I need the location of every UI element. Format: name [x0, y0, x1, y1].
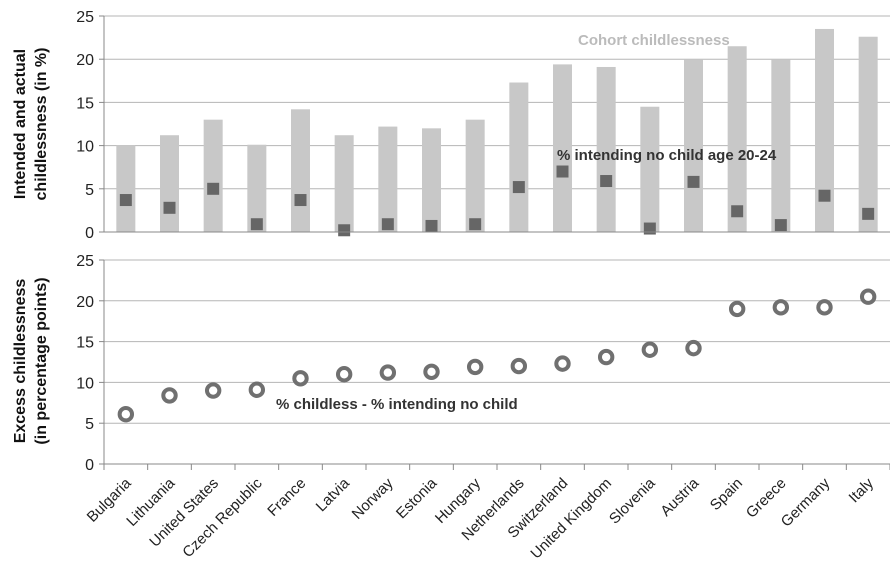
- cohort-childlessness-annotation: Cohort childlessness: [578, 32, 730, 49]
- excess-marker: [204, 382, 222, 399]
- cohort-bar: [247, 144, 267, 232]
- x-tick-label: Norway: [349, 474, 397, 522]
- x-tick-label: United Kingdom: [528, 475, 615, 562]
- x-tick-label: Italy: [846, 474, 878, 506]
- top-y-axis-label-line2: childlessness (in %): [33, 48, 50, 201]
- intending-marker: [600, 175, 613, 188]
- x-tick-label: Germany: [778, 474, 834, 530]
- excess-marker: [685, 339, 702, 357]
- intending-marker: [381, 218, 394, 231]
- intending-marker: [818, 189, 831, 202]
- bottom-y-axis-label-line1: Excess childlessness: [12, 279, 29, 444]
- bottom-y-tick-label: 5: [85, 416, 94, 433]
- cohort-bar: [596, 66, 616, 232]
- top-y-axis-label-line1: Intended and actual: [12, 49, 29, 199]
- cohort-bar: [378, 126, 398, 232]
- bottom-y-tick-label: 10: [76, 375, 94, 392]
- top-y-tick-label: 25: [76, 9, 94, 26]
- top-y-tick-label: 0: [85, 225, 94, 242]
- cohort-bar: [727, 46, 747, 232]
- excess-marker: [466, 358, 484, 376]
- excess-marker: [859, 288, 877, 305]
- excess-marker: [816, 299, 833, 316]
- bottom-y-tick-labels: 0 5 10 15 20 25: [76, 253, 94, 474]
- top-y-tick-label: 15: [76, 95, 94, 112]
- bottom-y-tick-label: 0: [85, 457, 94, 474]
- intending-marker: [119, 194, 132, 207]
- cohort-bar: [422, 128, 441, 232]
- intending-marker: [862, 207, 875, 220]
- excess-marker: [248, 381, 266, 398]
- cohort-childlessness-bars: [116, 28, 878, 233]
- intending-marker: [469, 218, 482, 231]
- excess-marker: [292, 370, 309, 387]
- excess-childlessness-markers: [117, 288, 877, 423]
- intending-marker: [731, 205, 744, 218]
- x-tick-label: Spain: [707, 475, 746, 514]
- intending-marker: [425, 219, 438, 232]
- top-y-tick-label: 5: [85, 182, 94, 199]
- cohort-bar: [203, 119, 223, 232]
- axes: [99, 15, 890, 470]
- x-tick-label: Latvia: [313, 474, 354, 515]
- excess-marker: [335, 366, 353, 383]
- intending-marker: [774, 219, 787, 232]
- bottom-y-tick-label: 25: [76, 253, 94, 270]
- intending-no-child-markers: [119, 165, 875, 237]
- bottom-y-axis-label-line2: (in percentage points): [33, 277, 50, 444]
- cohort-bar: [553, 64, 572, 232]
- intending-marker: [207, 182, 220, 195]
- intending-marker: [512, 181, 525, 194]
- bottom-y-tick-label: 15: [76, 335, 94, 352]
- cohort-bar: [815, 28, 834, 233]
- top-y-tick-label: 20: [76, 52, 94, 69]
- intending-marker: [338, 224, 351, 237]
- cohort-bar: [640, 106, 660, 232]
- cohort-bar: [160, 135, 179, 232]
- cohort-bar: [291, 109, 310, 232]
- bottom-panel-grid: [104, 259, 890, 424]
- excess-marker: [423, 363, 440, 380]
- cohort-bar: [116, 145, 136, 232]
- excess-childlessness-annotation: % childless - % intending no child: [276, 396, 518, 413]
- bottom-y-tick-label: 20: [76, 294, 94, 311]
- excess-marker: [117, 406, 135, 423]
- x-tick-label: France: [264, 475, 309, 520]
- intending-marker: [250, 218, 263, 231]
- excess-marker: [161, 387, 178, 404]
- excess-marker: [510, 357, 528, 375]
- excess-marker: [597, 348, 615, 366]
- excess-marker: [554, 355, 571, 372]
- top-panel-grid: [104, 15, 890, 190]
- top-y-tick-label: 10: [76, 139, 94, 156]
- intending-marker: [643, 222, 656, 235]
- cohort-bar: [334, 135, 354, 232]
- intending-marker: [163, 201, 176, 214]
- cohort-bar: [509, 82, 529, 232]
- intending-no-child-annotation: % intending no child age 20-24: [557, 147, 777, 164]
- cohort-bar: [465, 119, 485, 232]
- x-tick-label: Czech Republic: [179, 474, 266, 561]
- excess-marker: [772, 299, 790, 316]
- cohort-bar: [684, 59, 703, 233]
- excess-marker: [641, 341, 659, 358]
- excess-marker: [728, 300, 746, 318]
- x-tick-label: Slovenia: [606, 474, 659, 527]
- top-y-tick-labels: 0 5 10 15 20 25: [76, 9, 94, 242]
- cohort-bar: [858, 36, 878, 233]
- intending-marker: [294, 194, 307, 207]
- intending-marker: [687, 175, 700, 188]
- excess-marker: [379, 364, 397, 381]
- intending-marker: [556, 165, 569, 178]
- cohort-bar: [771, 59, 791, 233]
- x-tick-label: Austria: [657, 474, 702, 519]
